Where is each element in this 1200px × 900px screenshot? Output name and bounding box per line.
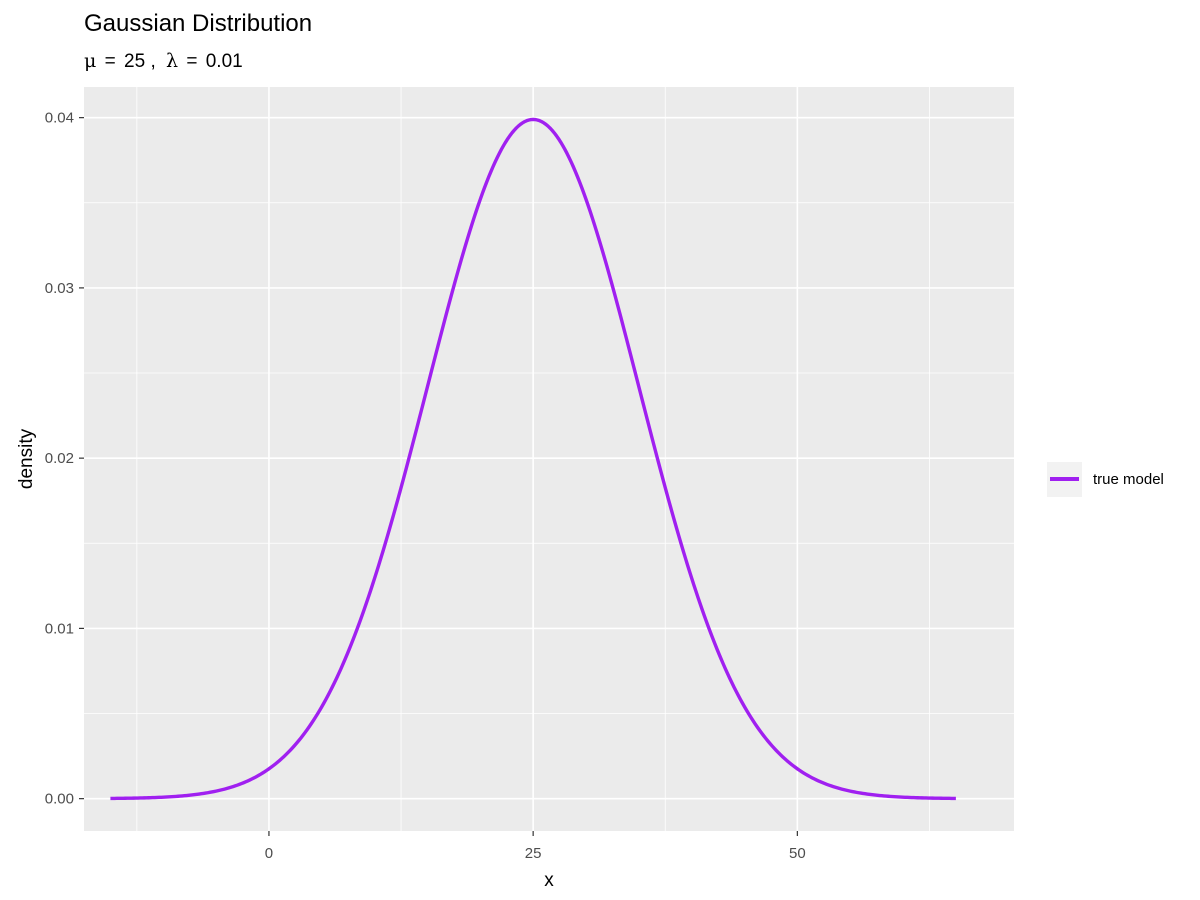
subtitle-mu-symbol: μ: [84, 50, 96, 72]
x-tick-label: 25: [525, 845, 542, 862]
x-axis: 0 25 50: [265, 831, 806, 862]
y-tick-label: 0.01: [45, 620, 74, 637]
y-axis: 0.00 0.01 0.02 0.03 0.04: [45, 110, 84, 808]
x-tick-label: 0: [265, 845, 273, 862]
subtitle-lambda-value: 0.01: [206, 51, 243, 72]
plot-panel: [84, 87, 1014, 831]
legend: true model: [1047, 462, 1164, 497]
major-gridlines: [84, 87, 1014, 831]
subtitle-mu-equals: =: [105, 51, 116, 72]
subtitle-mu-value: 25: [124, 51, 145, 72]
x-axis-title: x: [544, 870, 554, 891]
series-layer: [110, 117, 956, 801]
y-tick-label: 0.00: [45, 791, 74, 808]
subtitle-lambda-equals: =: [186, 51, 197, 72]
y-tick-label: 0.02: [45, 450, 74, 467]
series-line-true-model: [110, 117, 956, 801]
y-axis-title: density: [16, 428, 37, 489]
chart-title: Gaussian Distribution: [84, 10, 312, 37]
x-tick-label: 50: [789, 845, 806, 862]
y-tick-label: 0.03: [45, 280, 74, 297]
subtitle-comma: ,: [150, 51, 155, 72]
subtitle-lambda-symbol: λ: [166, 50, 178, 72]
chart-subtitle: μ = 25 , λ = 0.01: [84, 50, 243, 72]
legend-label-true-model: true model: [1093, 471, 1164, 488]
y-tick-label: 0.04: [45, 110, 74, 127]
minor-gridlines: [84, 87, 1014, 831]
